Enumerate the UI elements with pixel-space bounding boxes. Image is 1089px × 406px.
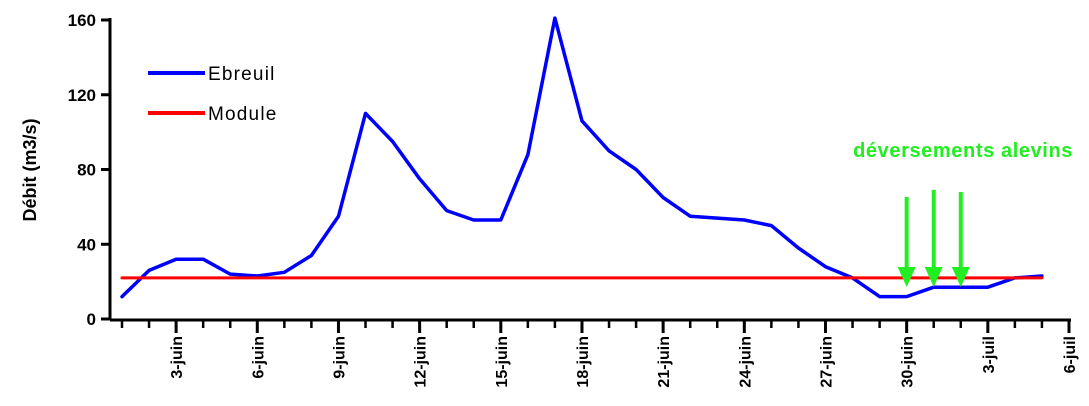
annotation-layer: déversements alevins bbox=[853, 140, 1073, 287]
y-tick-label: 0 bbox=[87, 310, 96, 329]
annotation-text: déversements alevins bbox=[853, 140, 1073, 162]
x-tick-label: 6-juin bbox=[250, 336, 267, 379]
y-tick-label: 160 bbox=[68, 11, 96, 30]
x-tick-label: 12-juin bbox=[413, 336, 430, 388]
y-tick-label: 80 bbox=[77, 161, 96, 180]
x-tick-label: 9-juin bbox=[331, 336, 348, 379]
y-tick-label: 40 bbox=[77, 235, 96, 254]
legend-label: Module bbox=[208, 104, 278, 125]
x-tick-label: 30-juin bbox=[900, 336, 917, 388]
x-tick-label: 3-juil bbox=[981, 336, 998, 373]
x-tick-label: 3-juin bbox=[169, 336, 186, 379]
y-tick-label: 120 bbox=[68, 86, 96, 105]
x-tick-label: 18-juin bbox=[575, 336, 592, 388]
x-tick-label: 15-juin bbox=[494, 336, 511, 388]
x-tick-label: 24-juin bbox=[737, 336, 754, 388]
y-axis-label: Débit (m3/s) bbox=[20, 118, 40, 221]
x-tick-label: 21-juin bbox=[656, 336, 673, 388]
legend: Ebreuil Module bbox=[148, 64, 278, 125]
x-tick-label: 6-juil bbox=[1062, 336, 1079, 373]
axes-layer: 0 40 80 120 160 3-juin 6-juin 9-juin 12-juin 15-j… bbox=[20, 11, 1079, 388]
x-tick-label: 27-juin bbox=[818, 336, 835, 388]
legend-label: Ebreuil bbox=[208, 64, 276, 85]
